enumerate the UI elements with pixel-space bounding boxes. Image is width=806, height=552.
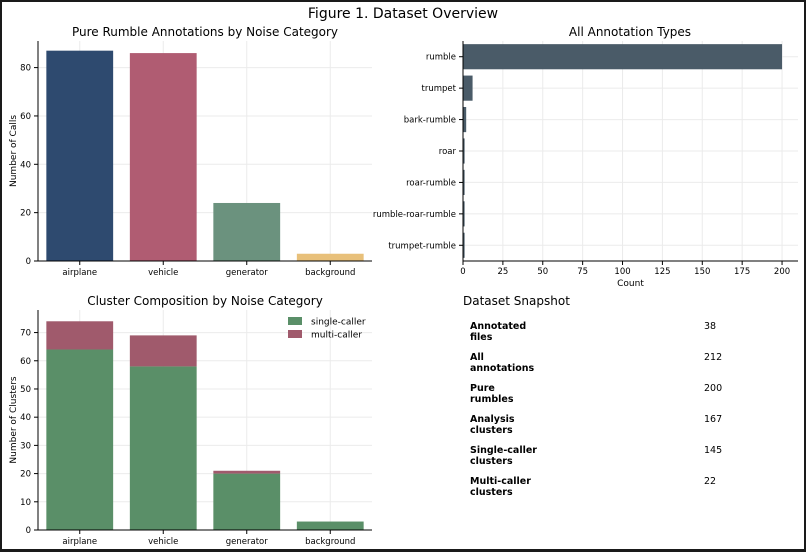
legend-label-single-caller: single-caller [311, 318, 366, 328]
y-tick-label: 40 [20, 413, 31, 423]
snapshot-row: Single-caller clusters 145 [470, 445, 722, 467]
x-tick-label: 200 [774, 267, 790, 277]
y-tick-label: 20 [20, 470, 31, 480]
y-tick-label: roar [439, 147, 457, 157]
snapshot-value: 212 [704, 352, 722, 363]
x-tick-label: 75 [577, 267, 588, 277]
snapshot-label: rumbles [470, 394, 514, 405]
snapshot-label: Pure [470, 383, 495, 394]
snapshot-label: files [470, 332, 493, 343]
bar-trumpet [463, 75, 473, 101]
snapshot-label: Single-caller [470, 445, 537, 456]
bar-bark-rumble [463, 107, 467, 133]
snapshot-row: Multi-caller clusters 22 [470, 476, 716, 498]
x-tick-label: 125 [654, 267, 670, 277]
snapshot-value: 167 [704, 414, 722, 425]
chart-title: All Annotation Types [569, 25, 691, 39]
snapshot-row: All annotations 212 [470, 352, 722, 374]
y-tick-label: rumble-roar-rumble [373, 210, 456, 220]
x-tick-label: generator [226, 537, 268, 547]
x-tick-label: background [305, 537, 355, 547]
chart-legend: single-caller multi-caller [288, 317, 366, 341]
snapshot-label: Analysis [470, 414, 515, 425]
x-tick-label: airplane [62, 537, 97, 547]
y-tick-label: 70 [20, 329, 31, 339]
snapshot-value: 200 [704, 383, 722, 394]
chart-title: Pure Rumble Annotations by Noise Categor… [72, 25, 338, 39]
bar-airplane [46, 50, 114, 261]
y-tick-label: 80 [20, 64, 31, 74]
bar-vehicle-single-caller [129, 366, 197, 530]
bar-generator [213, 202, 281, 261]
x-tick-label: 0 [460, 267, 465, 277]
y-tick-label: 10 [20, 498, 31, 508]
snapshot-label: Multi-caller [470, 476, 531, 487]
y-tick-label: 0 [26, 526, 31, 536]
y-tick-label: 60 [20, 357, 31, 367]
snapshot-row: Analysis clusters 167 [470, 414, 722, 436]
bar-vehicle-multi-caller [129, 335, 197, 367]
chart-title: Cluster Composition by Noise Category [87, 294, 323, 308]
x-tick-label: 25 [497, 267, 508, 277]
pure-rumble-chart: Pure Rumble Annotations by Noise Categor… [9, 25, 372, 278]
x-tick-label: generator [226, 268, 268, 278]
y-tick-label: 40 [20, 160, 31, 170]
y-tick-label: trumpet [422, 84, 457, 94]
bar-generator-single-caller [213, 473, 281, 530]
y-tick-label: trumpet-rumble [388, 241, 456, 251]
cluster-composition-chart: Cluster Composition by Noise Category 0 10… [9, 294, 372, 547]
x-tick-label: vehicle [148, 537, 178, 547]
bar-trumpet-rumble [463, 232, 465, 258]
legend-swatch-single-caller [288, 317, 302, 325]
bar-generator-multi-caller [213, 470, 281, 474]
bar-airplane-single-caller [46, 349, 114, 530]
x-tick-label: 50 [537, 267, 548, 277]
y-tick-label: bark-rumble [404, 116, 456, 126]
legend-label-multi-caller: multi-caller [311, 331, 362, 341]
x-tick-label: 175 [734, 267, 750, 277]
y-tick-label: 30 [20, 441, 31, 451]
bar-roar [463, 138, 465, 164]
snapshot-row: Pure rumbles 200 [470, 383, 722, 405]
y-axis-label: Number of Calls [9, 115, 19, 187]
y-tick-label: 60 [20, 112, 31, 122]
bar-background [296, 253, 364, 261]
bar-rumble [463, 44, 783, 70]
snapshot-label: clusters [470, 456, 513, 467]
legend-swatch-multi-caller [288, 330, 302, 338]
x-tick-label: 150 [694, 267, 710, 277]
snapshot-value: 38 [704, 321, 716, 332]
y-tick-label: rumble [426, 53, 456, 63]
y-tick-label: roar-rumble [406, 178, 456, 188]
y-axis-label: Number of Clusters [9, 376, 19, 463]
snapshot-value: 22 [704, 476, 716, 487]
snapshot-title: Dataset Snapshot [463, 294, 570, 308]
figure-title: Figure 1. Dataset Overview [308, 6, 498, 22]
x-tick-label: airplane [62, 268, 97, 278]
x-tick-label: vehicle [148, 268, 178, 278]
x-tick-label: 100 [614, 267, 630, 277]
annotation-types-chart: All Annotation Types 0 25 50 75 100 125 150 175 2… [373, 25, 798, 289]
y-tick-label: 0 [26, 257, 31, 267]
snapshot-label: Annotated [470, 321, 526, 332]
bar-airplane-multi-caller [46, 321, 114, 350]
snapshot-label: All [470, 352, 484, 363]
snapshot-value: 145 [704, 445, 722, 456]
bar-vehicle [129, 53, 197, 261]
y-tick-label: 50 [20, 385, 31, 395]
dataset-snapshot: Dataset Snapshot Annotated files 38 All … [463, 294, 722, 498]
bar-rumble-roar-rumble [463, 201, 465, 227]
bar-background-single-caller [296, 521, 364, 530]
bar-roar-rumble [463, 169, 465, 195]
y-tick-label: 20 [20, 209, 31, 219]
snapshot-row: Annotated files 38 [470, 321, 716, 343]
snapshot-label: clusters [470, 425, 513, 436]
snapshot-label: clusters [470, 487, 513, 498]
x-tick-label: background [305, 268, 355, 278]
x-axis-label: Count [617, 279, 644, 289]
snapshot-label: annotations [470, 363, 535, 374]
